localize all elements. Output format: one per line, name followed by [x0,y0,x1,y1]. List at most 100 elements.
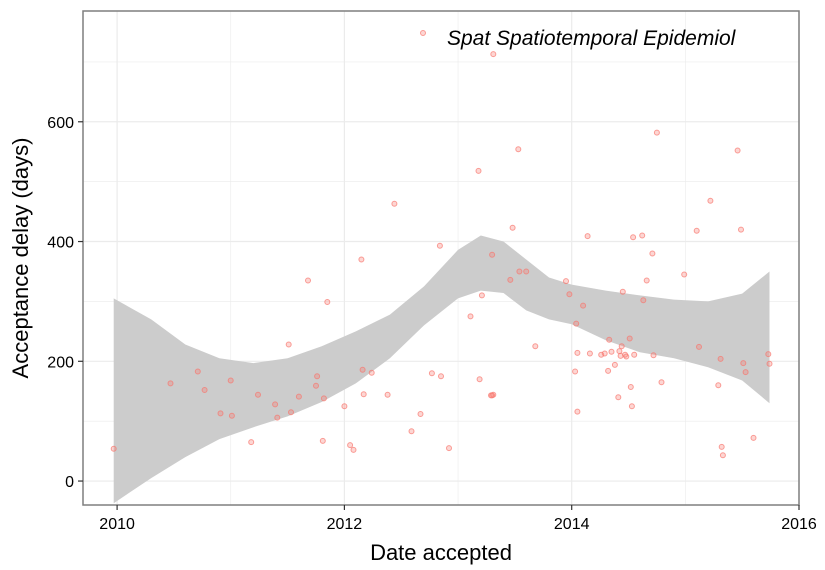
data-point [201,387,208,393]
data-point [693,227,700,234]
data-point [766,360,773,367]
y-tick-label: 400 [47,235,74,252]
data-point [707,197,714,204]
data-point [358,256,365,263]
x-tick-label: 2014 [554,516,590,533]
data-point [738,226,744,233]
data-point [586,350,593,357]
data-point [167,380,174,387]
data-point [611,361,618,368]
data-point [650,352,657,359]
data-point [255,391,261,398]
data-point [740,360,747,367]
legend-key-point [420,30,426,36]
data-point [436,242,443,249]
confidence-ribbon [113,235,770,504]
data-point [640,297,647,304]
data-point [608,348,615,355]
x-axis-title: Date accepted [370,540,512,565]
data-point [516,268,523,275]
data-point [341,403,348,410]
data-point [515,146,522,153]
data-point [476,376,483,383]
data-point [274,414,281,421]
data-point [248,439,255,446]
data-point [626,335,633,342]
x-tick-label: 2012 [327,516,363,533]
data-point [194,368,201,375]
x-axis-ticks: 2010 2012 2014 2016 [99,505,817,533]
data-point [272,401,279,408]
data-point [295,393,302,400]
data-point [319,437,326,444]
y-axis-ticks: 0 200 400 600 [47,115,83,491]
data-point [288,409,294,416]
data-point [628,403,635,410]
data-point [467,313,474,320]
data-points [110,51,773,459]
data-point [391,200,398,207]
data-point [347,442,354,449]
data-point [489,251,496,258]
data-point [606,336,613,343]
data-point [359,366,366,373]
data-point [681,271,688,278]
data-point [384,391,391,398]
data-point [350,446,357,453]
data-point [523,268,530,275]
data-point [643,277,650,284]
data-point [584,233,591,240]
data-point [573,320,580,327]
y-tick-label: 600 [47,115,74,132]
data-point [750,434,757,441]
data-point [566,291,573,298]
data-point [580,302,587,309]
data-point [368,369,375,376]
data-point [649,250,656,257]
data-point [572,368,579,375]
y-tick-label: 200 [47,354,74,371]
x-tick-label: 2016 [781,516,817,533]
y-tick-label: 0 [65,474,74,491]
data-point [605,367,612,374]
data-point [417,411,424,417]
data-point [478,292,485,299]
data-point [765,351,772,358]
data-point [696,343,702,350]
data-point [630,234,637,241]
data-point [619,288,626,295]
data-point [574,349,581,356]
data-point [532,343,539,350]
data-point [314,373,321,380]
data-point [320,395,327,402]
data-point [616,348,623,355]
data-point [360,391,367,398]
x-tick-label: 2010 [99,516,135,533]
data-point [719,452,726,459]
data-point [623,353,630,360]
data-point [438,373,444,380]
data-point [446,445,452,452]
data-point [653,129,660,136]
data-point [627,384,634,390]
data-point [563,278,569,285]
data-point [490,391,497,398]
data-point [475,167,482,174]
data-point [639,232,646,239]
data-point [217,410,224,417]
data-point [574,408,581,415]
data-point [285,341,292,348]
data-point [313,382,319,389]
data-point [228,412,235,419]
data-point [110,445,117,452]
data-point [734,147,741,154]
panel-border [82,10,800,506]
data-point [324,299,331,305]
data-point [658,379,665,386]
data-point [631,351,638,358]
data-point [227,377,234,384]
data-point [408,428,415,435]
y-axis-title: Acceptance delay (days) [8,138,33,379]
data-point [490,51,497,58]
